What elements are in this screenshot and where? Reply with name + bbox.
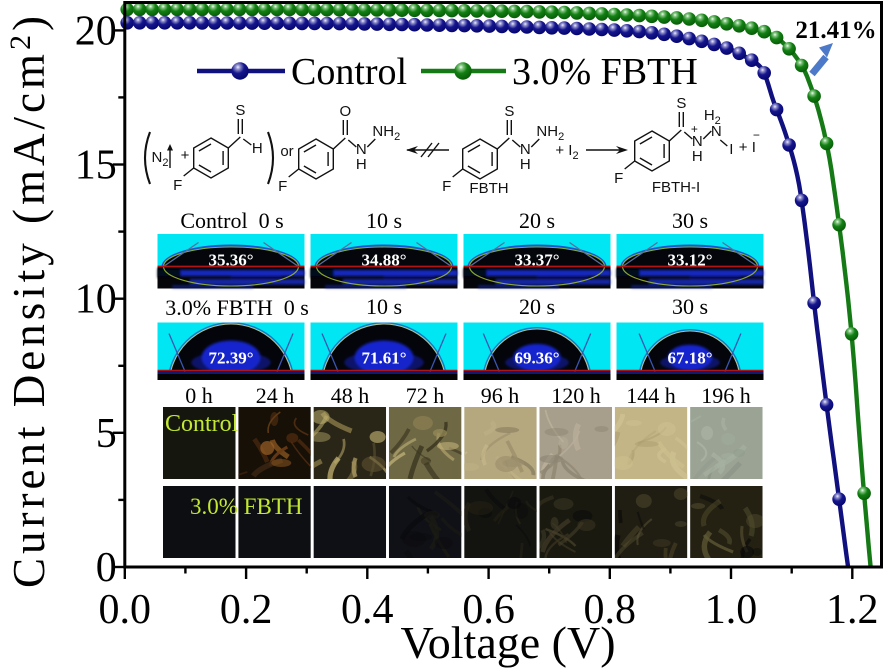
- svg-text:3.0% FBTH: 3.0% FBTH: [190, 494, 302, 519]
- svg-text:120 h: 120 h: [551, 383, 601, 408]
- svg-text:1.2: 1.2: [826, 587, 879, 633]
- svg-text:20 s: 20 s: [519, 294, 555, 319]
- svg-text:FBTH-I: FBTH-I: [652, 179, 700, 196]
- svg-text:H: H: [692, 148, 703, 165]
- svg-text:0.6: 0.6: [462, 587, 515, 633]
- svg-text:FBTH: FBTH: [469, 180, 508, 197]
- svg-text:0 h: 0 h: [185, 383, 213, 408]
- svg-text:S: S: [676, 95, 686, 112]
- svg-text:or: or: [280, 143, 293, 160]
- svg-text:N: N: [711, 123, 722, 140]
- svg-text:+ I: + I: [739, 139, 756, 156]
- svg-text:S: S: [504, 103, 514, 120]
- svg-text:−: −: [753, 128, 760, 142]
- svg-text:15: 15: [75, 143, 117, 189]
- svg-text:20: 20: [75, 8, 117, 54]
- svg-text:F: F: [278, 178, 287, 195]
- svg-text:71.61°: 71.61°: [361, 349, 406, 368]
- svg-text:NH2: NH2: [536, 123, 564, 143]
- svg-text:F: F: [442, 178, 451, 195]
- svg-text:0.4: 0.4: [341, 587, 394, 633]
- svg-text:+: +: [181, 147, 190, 164]
- svg-text:10: 10: [75, 277, 117, 323]
- svg-text:10 s: 10 s: [366, 208, 402, 233]
- svg-text:21.41%: 21.41%: [795, 17, 876, 44]
- svg-text:N: N: [692, 133, 703, 150]
- svg-text:0.2: 0.2: [220, 587, 273, 633]
- svg-text:H: H: [356, 156, 367, 173]
- svg-text:5: 5: [96, 411, 117, 457]
- svg-text:0.0: 0.0: [99, 587, 152, 633]
- svg-text:48 h: 48 h: [331, 383, 370, 408]
- svg-text:67.18°: 67.18°: [667, 349, 712, 368]
- svg-text:Control 0 s: Control 0 s: [180, 208, 283, 233]
- svg-text:35.36°: 35.36°: [208, 251, 253, 270]
- svg-text:10 s: 10 s: [366, 294, 402, 319]
- svg-text:0.8: 0.8: [584, 587, 637, 633]
- svg-text:I: I: [729, 141, 733, 158]
- svg-text:N: N: [356, 141, 367, 158]
- svg-text:3.0% FBTH: 3.0% FBTH: [512, 51, 698, 93]
- svg-text:30 s: 30 s: [672, 208, 708, 233]
- svg-text:Voltage (V): Voltage (V): [400, 617, 615, 668]
- svg-text:F: F: [173, 177, 182, 194]
- svg-text:F: F: [614, 170, 623, 187]
- svg-text:33.12°: 33.12°: [667, 251, 712, 270]
- svg-text:34.88°: 34.88°: [361, 251, 406, 270]
- svg-text:72 h: 72 h: [406, 383, 445, 408]
- svg-text:+: +: [691, 122, 698, 136]
- svg-text:196 h: 196 h: [701, 383, 751, 408]
- svg-text:69.36°: 69.36°: [514, 349, 559, 368]
- svg-text:20 s: 20 s: [519, 208, 555, 233]
- svg-text:3.0% FBTH 0 s: 3.0% FBTH 0 s: [165, 295, 309, 320]
- svg-text:24 h: 24 h: [256, 383, 295, 408]
- svg-text:72.39°: 72.39°: [208, 349, 253, 368]
- svg-text:N2: N2: [152, 149, 169, 169]
- svg-text:33.37°: 33.37°: [514, 251, 559, 270]
- svg-text:96 h: 96 h: [481, 383, 520, 408]
- svg-text:O: O: [339, 103, 351, 120]
- svg-text:NH2: NH2: [372, 123, 400, 143]
- svg-text:0: 0: [96, 545, 117, 591]
- svg-text:+ I2: + I2: [555, 142, 578, 162]
- svg-text:Control: Control: [165, 411, 239, 437]
- svg-text:H: H: [252, 140, 263, 157]
- svg-text:30 s: 30 s: [672, 294, 708, 319]
- svg-text:S: S: [235, 102, 245, 119]
- svg-text:Current Density (mA/cm2): Current Density (mA/cm2): [4, 12, 54, 588]
- svg-text:144 h: 144 h: [626, 383, 676, 408]
- svg-text:H: H: [520, 156, 531, 173]
- svg-text:N: N: [520, 141, 531, 158]
- svg-text:1.0: 1.0: [705, 587, 758, 633]
- svg-text:Control: Control: [291, 51, 407, 93]
